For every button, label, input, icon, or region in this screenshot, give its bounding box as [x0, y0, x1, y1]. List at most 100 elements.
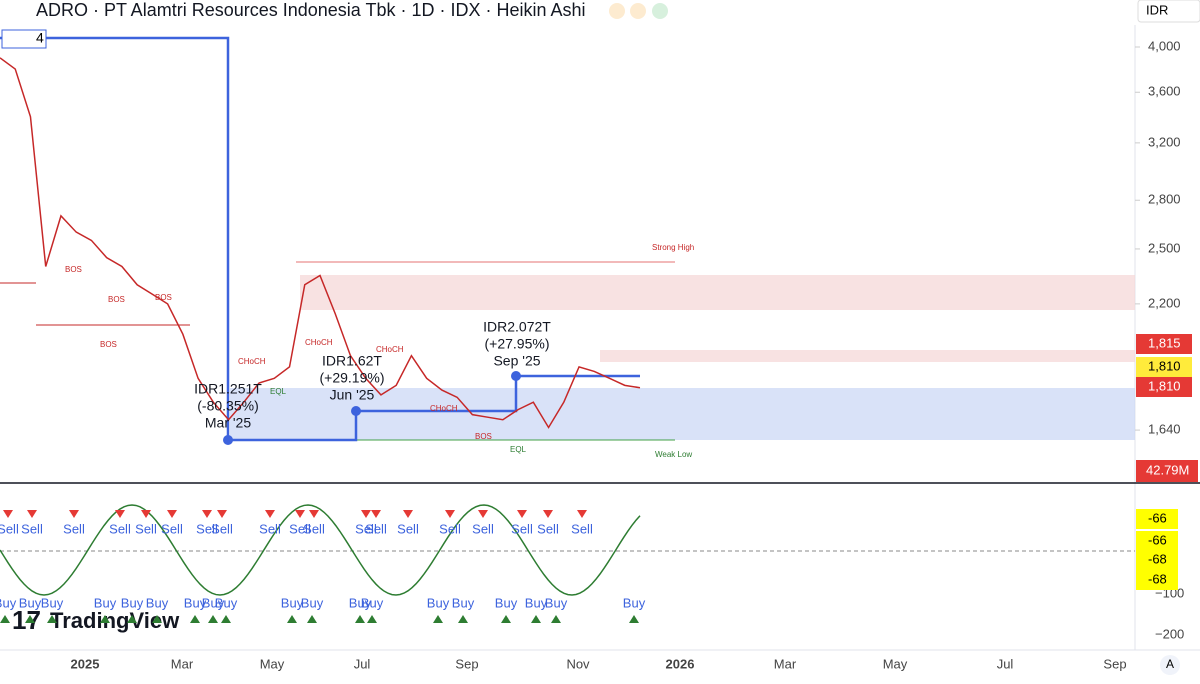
sell-arrow — [445, 510, 455, 518]
osc-badge-label: -66 — [1148, 532, 1167, 547]
logo: 17 — [12, 605, 41, 635]
currency[interactable]: IDR — [1146, 2, 1168, 17]
sell-arrow — [3, 510, 13, 518]
x-tick-label: Sep — [455, 656, 478, 671]
legend-box — [1, 29, 47, 49]
buy-arrow — [152, 615, 162, 623]
buy-signal: Buy — [623, 595, 646, 610]
buy-signal: Buy — [349, 595, 372, 610]
drawdown-path — [0, 36, 640, 442]
buy-signal: Buy — [94, 595, 117, 610]
buy-arrow — [47, 615, 57, 623]
icon — [652, 3, 668, 19]
auto-button[interactable] — [1160, 655, 1180, 675]
currency-box[interactable] — [1137, 0, 1200, 23]
sell-signal: Sell — [289, 521, 311, 536]
sell-signal: Sell — [63, 521, 85, 536]
annotation: CHoCH — [305, 338, 333, 347]
buy-signal: Buy — [121, 595, 144, 610]
osc-badge — [1136, 531, 1178, 551]
osc-badge-label: -66 — [1148, 510, 1167, 525]
buy-arrow — [221, 615, 231, 623]
osc-badge — [1136, 509, 1178, 529]
buy-signal: Buy — [301, 595, 324, 610]
buy-arrow — [25, 615, 35, 623]
callout-line: (-80.35%) — [197, 398, 258, 414]
sell-signal: Sell — [196, 521, 218, 536]
volume-badge-label: 42.79M — [1146, 462, 1189, 477]
sell-signal: Sell — [355, 521, 377, 536]
buy-signal: Buy — [545, 595, 568, 610]
auto-label[interactable]: A — [1166, 657, 1174, 671]
y-tick-label: 3,200 — [1148, 134, 1181, 149]
x-tick-label: Nov — [566, 656, 590, 671]
anchor — [351, 406, 361, 416]
sell-signal: Sell — [303, 521, 325, 536]
buy-arrow — [458, 615, 468, 623]
header — [0, 0, 680, 24]
sell-signal: Sell — [109, 521, 131, 536]
x-tick-label: Jul — [997, 656, 1014, 671]
callout-line: IDR2.072T — [483, 319, 551, 335]
sell-arrow — [295, 510, 305, 518]
sell-signal: Sell — [511, 521, 533, 536]
osc-badge — [1136, 570, 1178, 590]
y-tick-label: 2,500 — [1148, 240, 1181, 255]
legend-count: 4 — [36, 30, 44, 46]
annotation: BOS — [65, 265, 82, 274]
buy-arrow — [127, 615, 137, 623]
callout-line: (+27.95%) — [485, 336, 550, 352]
buy-arrow — [367, 615, 377, 623]
x-tick-label: 2026 — [666, 656, 695, 671]
buy-arrow — [208, 615, 218, 623]
callout-line: Sep '25 — [493, 353, 540, 369]
chart-title: ADRO · PT Alamtri Resources Indonesia Tb… — [36, 0, 586, 20]
demand-zone — [230, 388, 1135, 440]
sell-signal: Sell — [259, 521, 281, 536]
callout-line: IDR1.251T — [194, 381, 262, 397]
sell-signal: Sell — [472, 521, 494, 536]
sell-arrow — [27, 510, 37, 518]
buy-signal: Buy — [361, 595, 384, 610]
buy-arrow — [100, 615, 110, 623]
supply-zone — [600, 350, 1135, 362]
sell-arrow — [371, 510, 381, 518]
sell-signal: Sell — [0, 521, 19, 536]
price-badge-label: 1,810 — [1148, 358, 1181, 373]
sell-arrow — [265, 510, 275, 518]
buy-signal: Buy — [0, 595, 17, 610]
annotation: BOS — [475, 432, 492, 441]
annotation: BOS — [108, 295, 125, 304]
price-badge — [1136, 377, 1192, 397]
sell-signal: Sell — [21, 521, 43, 536]
sell-arrow — [577, 510, 587, 518]
annotation: Weak Low — [655, 450, 692, 459]
sell-arrow — [202, 510, 212, 518]
icon — [630, 3, 646, 19]
price-line — [0, 57, 641, 429]
sell-arrow — [69, 510, 79, 518]
annotation: CHoCH — [430, 404, 458, 413]
y-tick-label: 1,640 — [1148, 422, 1181, 437]
sell-arrow — [478, 510, 488, 518]
buy-signal: Buy — [495, 595, 518, 610]
price-badge-label: 1,815 — [1148, 335, 1181, 350]
sell-signal: Sell — [161, 521, 183, 536]
logo-text: TradingView — [50, 608, 180, 633]
y-tick-label: 3,600 — [1148, 84, 1181, 99]
osc-tick: −200 — [1155, 626, 1184, 641]
buy-arrow — [433, 615, 443, 623]
anchor — [511, 371, 521, 381]
annotation: EQL — [510, 445, 527, 454]
callout-line: IDR1.62T — [322, 353, 382, 369]
y-tick-label: 4,000 — [1148, 38, 1181, 53]
sell-signal: Sell — [365, 521, 387, 536]
buy-signal: Buy — [525, 595, 548, 610]
x-tick-label: May — [883, 656, 908, 671]
osc-badge — [1136, 550, 1178, 570]
callout-line: Mar '25 — [205, 415, 251, 431]
sell-arrow — [141, 510, 151, 518]
sell-arrow — [167, 510, 177, 518]
